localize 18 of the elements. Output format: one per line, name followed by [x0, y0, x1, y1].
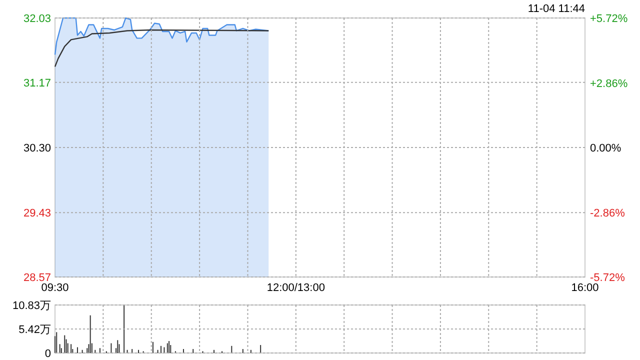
- y-tick-label: 5.42万: [18, 324, 51, 336]
- y2-tick-label: 0.00%: [590, 142, 622, 154]
- y2-tick-label: +2.86%: [590, 78, 628, 90]
- y-tick-label: 31.17: [23, 77, 51, 90]
- y2-tick-label: -5.72%: [590, 272, 626, 284]
- y-tick-label: 0: [44, 348, 51, 360]
- y-tick-label: 30.30: [23, 142, 51, 154]
- y2-tick-label: +5.72%: [590, 13, 628, 25]
- x-tick-label: 12:00/13:00: [266, 282, 325, 294]
- x-tick-label: 09:30: [41, 282, 69, 294]
- x-tick-label: 16:00: [571, 282, 599, 294]
- text: 11-04 11:44: [528, 3, 585, 15]
- y-tick-label: 32.03: [23, 13, 51, 25]
- y-tick-label: 10.83万: [12, 300, 51, 312]
- line-series: [54, 29, 270, 68]
- y-tick-label: 28.57: [23, 272, 51, 284]
- y-tick-label: 29.43: [23, 208, 51, 220]
- y2-tick-label: -2.86%: [590, 207, 626, 220]
